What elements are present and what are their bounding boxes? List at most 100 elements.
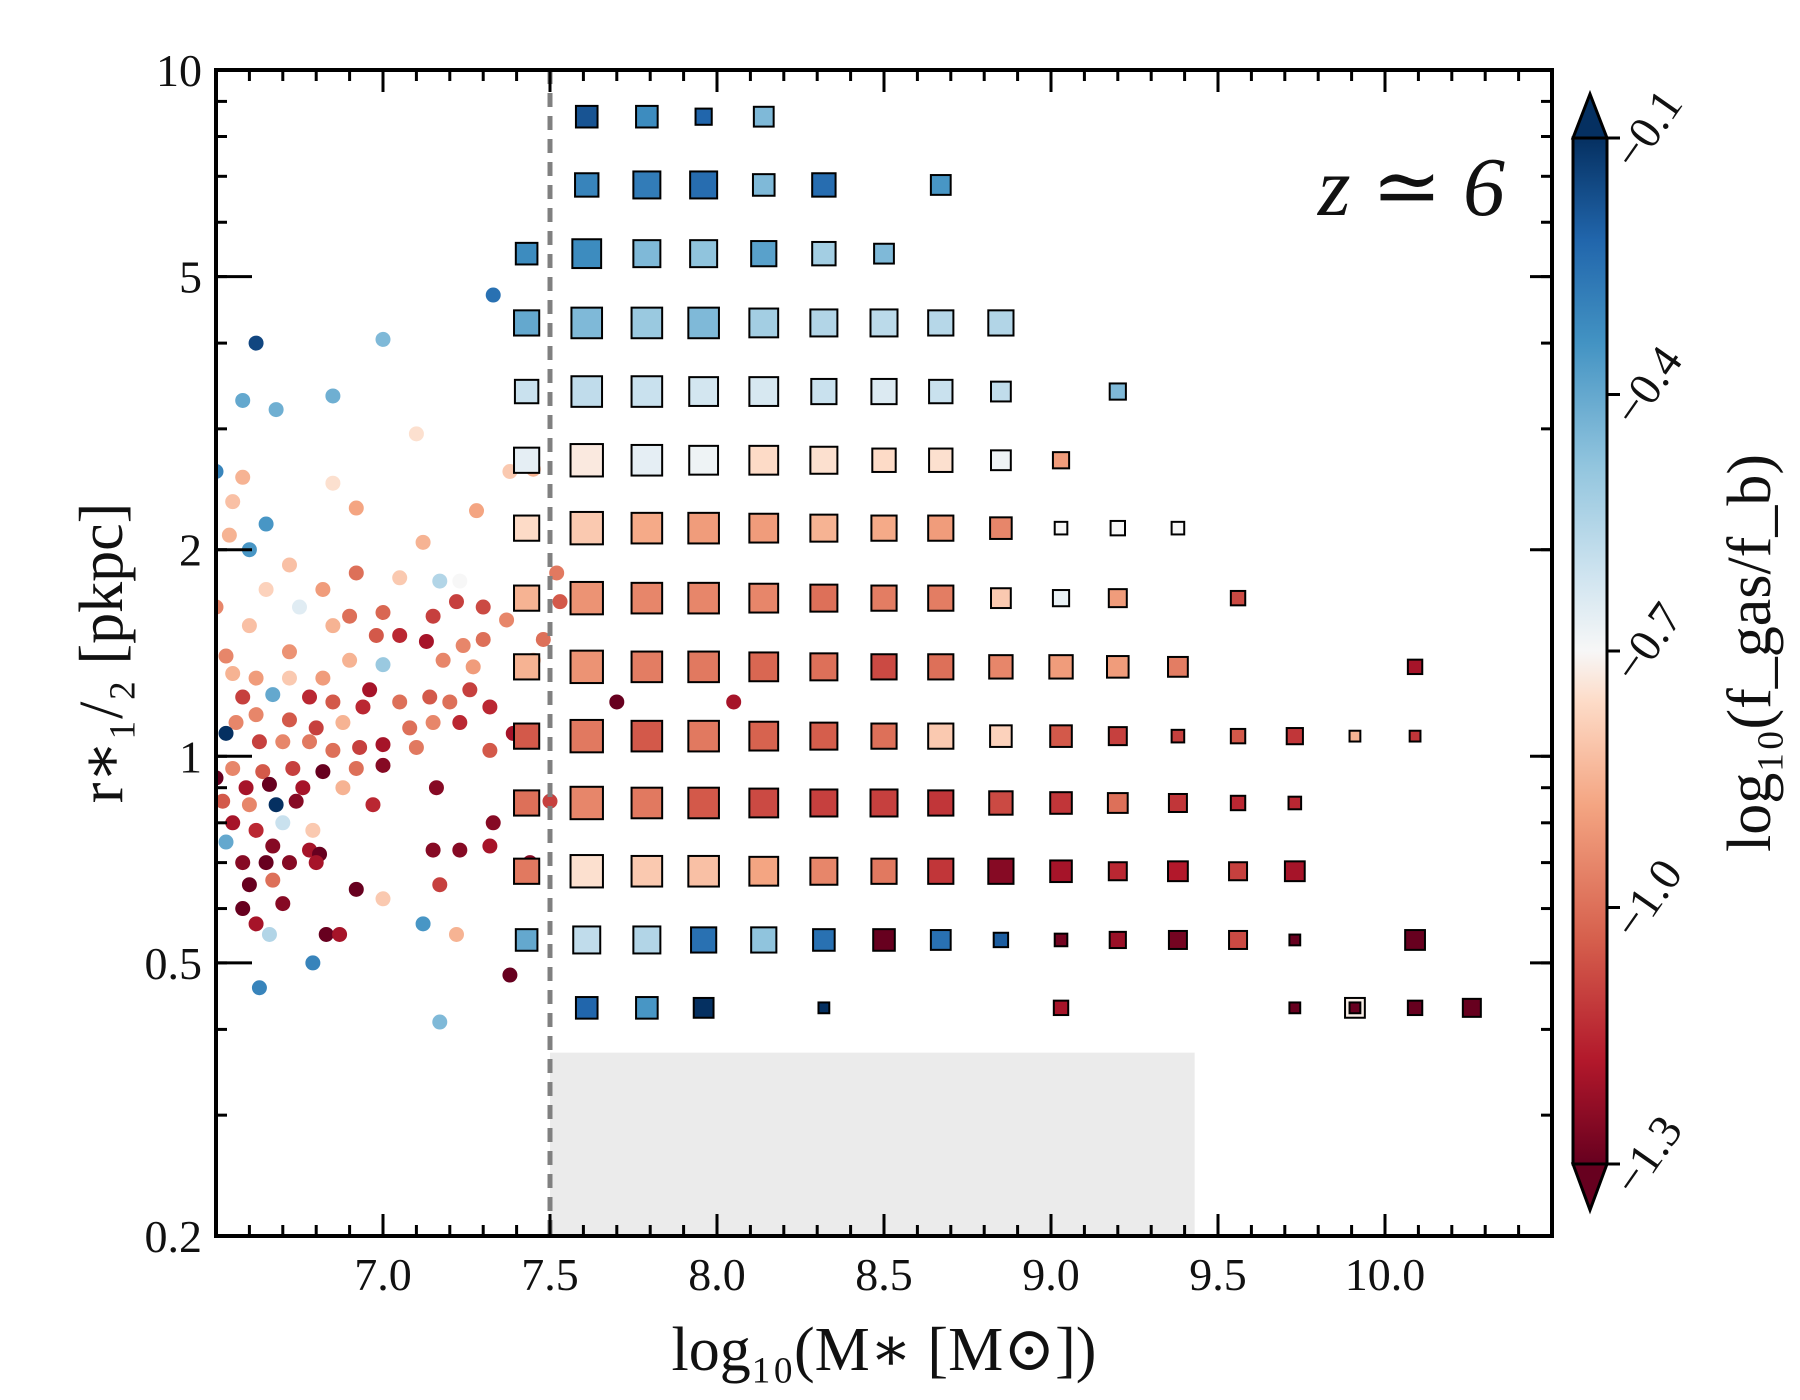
- galaxy-point: [542, 793, 558, 809]
- galaxy-point: [425, 842, 441, 858]
- galaxy-point: [221, 527, 237, 543]
- galaxy-point: [368, 627, 384, 643]
- galaxy-point: [452, 715, 468, 731]
- galaxy-point: [265, 687, 281, 703]
- galaxy-point: [375, 657, 391, 673]
- binned-median-square: [1229, 727, 1247, 745]
- binned-median-square: [748, 651, 780, 683]
- galaxy-point: [218, 648, 234, 664]
- binned-median-square: [927, 309, 955, 337]
- galaxy-point: [552, 594, 568, 610]
- binned-median-square: [927, 722, 955, 750]
- binned-median-square: [1287, 795, 1303, 811]
- binned-median-square: [870, 653, 898, 681]
- galaxy-point: [225, 494, 241, 510]
- binned-median-square: [689, 170, 719, 200]
- binned-median-square: [748, 376, 780, 407]
- binned-median-square: [687, 511, 720, 545]
- binned-median-square: [570, 375, 604, 408]
- binned-median-square: [1167, 860, 1189, 883]
- binned-median-square: [990, 380, 1012, 403]
- binned-median-square: [927, 514, 955, 542]
- binned-median-square: [928, 447, 954, 473]
- galaxy-point: [241, 618, 257, 634]
- binned-median-square: [870, 584, 898, 612]
- binned-median-square: [1285, 727, 1304, 746]
- galaxy-point: [415, 916, 431, 932]
- galaxy-point: [482, 838, 498, 854]
- binned-median-square: [809, 652, 839, 682]
- galaxy-point: [218, 725, 234, 741]
- binned-median-square: [811, 240, 837, 267]
- galaxy-point: [475, 631, 491, 647]
- binned-median-square: [1348, 1001, 1362, 1015]
- binned-median-square: [569, 510, 604, 546]
- galaxy-point: [425, 715, 441, 731]
- binned-median-square: [870, 514, 898, 542]
- binned-median-square: [1053, 932, 1069, 948]
- binned-median-square: [927, 789, 955, 817]
- binned-median-square: [748, 307, 780, 339]
- galaxy-point: [418, 633, 434, 649]
- colorbar-tick-label: −0.1: [1602, 80, 1692, 178]
- galaxy-point: [265, 838, 281, 854]
- galaxy-point: [275, 896, 291, 912]
- galaxy-point: [408, 739, 424, 755]
- galaxy-point: [485, 287, 501, 303]
- binned-median-square: [989, 516, 1013, 540]
- binned-median-square: [1170, 520, 1186, 536]
- binned-median-square: [748, 512, 780, 544]
- binned-median-square: [927, 584, 955, 612]
- binned-median-square: [809, 513, 839, 543]
- binned-median-square: [870, 722, 898, 750]
- y-tick-label: 1: [179, 731, 202, 782]
- binned-median-square: [1404, 929, 1426, 951]
- binned-median-square: [869, 788, 899, 818]
- x-tick-label: 9.0: [1022, 1249, 1080, 1300]
- galaxy-point: [265, 872, 281, 888]
- binned-median-square: [1229, 589, 1247, 607]
- binned-median-square: [514, 928, 539, 952]
- colorbar-tick-label: −0.7: [1602, 593, 1692, 691]
- galaxy-point: [248, 822, 264, 838]
- binned-median-square: [1167, 655, 1189, 678]
- colorbar-tick-label: −0.4: [1602, 337, 1692, 435]
- binned-median-square: [809, 445, 839, 475]
- binned-median-square: [1051, 451, 1071, 470]
- binned-median-square: [1406, 999, 1424, 1017]
- binned-median-square: [513, 514, 541, 542]
- binned-median-square: [1288, 1001, 1302, 1015]
- plot-area: [216, 70, 1482, 1236]
- galaxy-point: [355, 699, 371, 715]
- galaxy-point: [305, 822, 321, 838]
- galaxy-point: [285, 760, 301, 776]
- galaxy-point: [502, 967, 518, 983]
- binned-median-square: [630, 719, 664, 753]
- binned-median-square: [571, 238, 603, 270]
- galaxy-point: [392, 570, 408, 586]
- galaxy-point: [448, 926, 464, 942]
- galaxy-point: [225, 815, 241, 831]
- galaxy-point: [281, 670, 297, 686]
- galaxy-point: [452, 842, 468, 858]
- binned-median-square: [687, 719, 720, 753]
- binned-median-square: [929, 174, 952, 196]
- binned-median-square: [513, 309, 541, 337]
- galaxy-point: [315, 670, 331, 686]
- galaxy-point: [251, 734, 267, 750]
- binned-median-square: [632, 925, 662, 955]
- galaxy-point: [308, 855, 324, 871]
- binned-median-square: [688, 444, 720, 476]
- binned-median-square: [988, 790, 1014, 816]
- binned-median-square: [817, 1001, 831, 1015]
- galaxy-point: [225, 666, 241, 682]
- galaxy-point: [348, 881, 364, 897]
- galaxy-point: [375, 331, 391, 347]
- binned-median-square: [927, 653, 955, 681]
- binned-median-square: [1228, 861, 1249, 882]
- binned-median-square: [1288, 933, 1302, 947]
- binned-median-square: [635, 996, 659, 1020]
- binned-median-square: [748, 444, 780, 476]
- binned-median-square: [870, 857, 898, 885]
